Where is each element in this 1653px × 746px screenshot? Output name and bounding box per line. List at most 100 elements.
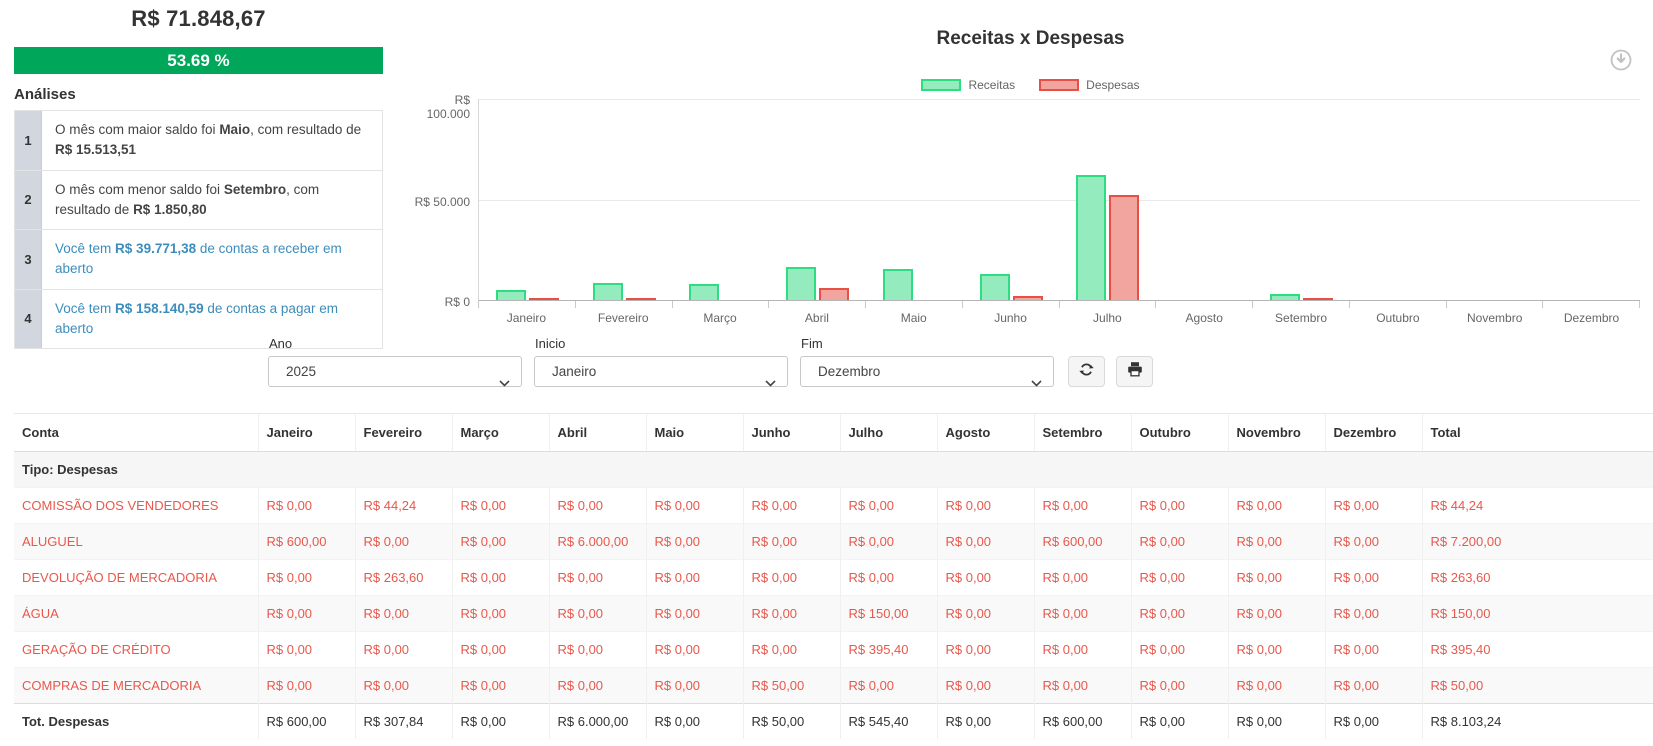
column-header: Maio [646,414,743,452]
x-axis-tick [1350,301,1447,308]
cell-value: R$ 0,00 [1325,704,1422,740]
analysis-item-link[interactable]: Você tem R$ 39.771,38 de contas a recebe… [42,230,382,289]
y-axis-label: R$ 100.000 [408,93,470,121]
account-name: DEVOLUÇÃO DE MERCADORIA [14,560,258,596]
cell-value: R$ 0,00 [840,560,937,596]
cell-value: R$ 263,60 [1422,560,1653,596]
cell-value: R$ 545,40 [840,704,937,740]
analysis-item: 1O mês com maior saldo foi Maio, com res… [14,110,383,171]
chart-month-slot [576,99,673,300]
start-month-select[interactable]: Janeiro [534,356,788,387]
table-row: DEVOLUÇÃO DE MERCADORIAR$ 0,00R$ 263,60R… [14,560,1653,596]
cell-value: R$ 600,00 [1034,704,1131,740]
download-circle-icon[interactable] [1609,48,1633,72]
bar-despesas [1109,195,1139,300]
analysis-item-number: 4 [15,290,42,349]
cell-value: R$ 0,00 [1228,488,1325,524]
cell-value: R$ 6.000,00 [549,704,646,740]
cell-value: R$ 307,84 [355,704,452,740]
cell-value: R$ 0,00 [355,596,452,632]
cell-value: R$ 395,40 [1422,632,1653,668]
x-axis-tick [478,301,576,308]
legend-item-receitas[interactable]: Receitas [921,78,1015,92]
analysis-item-number: 2 [15,171,42,230]
cell-value: R$ 0,00 [1325,560,1422,596]
cell-value: R$ 0,00 [549,488,646,524]
legend-label: Receitas [968,78,1015,92]
cell-value: R$ 44,24 [1422,488,1653,524]
chart-month-slot [1543,99,1640,300]
cell-value: R$ 0,00 [743,524,840,560]
chart-month-slot [673,99,770,300]
cell-value: R$ 0,00 [937,596,1034,632]
cell-value: R$ 0,00 [1228,596,1325,632]
analysis-item-number: 1 [15,111,42,170]
chart-panel: Receitas x Despesas ReceitasDespesas R$ … [408,0,1653,340]
y-axis-label: R$ 0 [408,295,470,309]
cell-value: R$ 44,24 [355,488,452,524]
cell-value: R$ 0,00 [258,488,355,524]
print-button[interactable] [1116,356,1153,387]
percent-value: 53.69 % [167,51,229,70]
column-header: Janeiro [258,414,355,452]
cell-value: R$ 0,00 [452,560,549,596]
cell-value: R$ 0,00 [452,596,549,632]
chevron-down-icon [499,368,510,397]
cell-value: R$ 0,00 [937,524,1034,560]
cell-value: R$ 0,00 [1325,596,1422,632]
cell-value: R$ 0,00 [743,632,840,668]
chart-month-slot [1156,99,1253,300]
year-select[interactable]: 2025 [268,356,522,387]
x-axis-tick [1060,301,1157,308]
legend-item-despesas[interactable]: Despesas [1039,78,1139,92]
table-body: Tipo: DespesasCOMISSÃO DOS VENDEDORESR$ … [14,452,1653,740]
chevron-down-icon [765,368,776,397]
x-axis-tick [769,301,866,308]
cell-value: R$ 0,00 [937,668,1034,704]
cell-value: R$ 150,00 [1422,596,1653,632]
table-row: COMPRAS DE MERCADORIAR$ 0,00R$ 0,00R$ 0,… [14,668,1653,704]
cell-value: R$ 0,00 [646,704,743,740]
table-row: COMISSÃO DOS VENDEDORESR$ 0,00R$ 44,24R$… [14,488,1653,524]
bar-receitas [689,284,719,300]
bar-receitas [980,274,1010,300]
cell-value: R$ 0,00 [549,596,646,632]
cell-value: R$ 50,00 [1422,668,1653,704]
cell-value: R$ 0,00 [1228,524,1325,560]
x-axis-label: Maio [865,311,962,325]
chart-month-slot [1253,99,1350,300]
cell-value: R$ 50,00 [743,668,840,704]
cell-value: R$ 150,00 [840,596,937,632]
account-name: COMISSÃO DOS VENDEDORES [14,488,258,524]
cell-value: R$ 0,00 [258,596,355,632]
cell-value: R$ 0,00 [1228,704,1325,740]
x-axis-label: Dezembro [1543,311,1640,325]
bar-receitas [883,269,913,300]
x-axis-tick [963,301,1060,308]
column-header: Julho [840,414,937,452]
table-row: ALUGUELR$ 600,00R$ 0,00R$ 0,00R$ 6.000,0… [14,524,1653,560]
printer-icon [1127,361,1143,382]
cell-value: R$ 50,00 [743,704,840,740]
cell-value: R$ 0,00 [840,524,937,560]
column-header: Total [1422,414,1653,452]
cell-value: R$ 0,00 [743,596,840,632]
cell-value: R$ 7.200,00 [1422,524,1653,560]
cell-value: R$ 0,00 [1131,704,1228,740]
cell-value: R$ 0,00 [646,488,743,524]
column-header: Março [452,414,549,452]
cell-value: R$ 0,00 [743,488,840,524]
summary-panel: R$ 71.848,67 53.69 % Análises 1O mês com… [14,6,383,349]
refresh-button[interactable] [1068,356,1105,387]
percent-bar: 53.69 % [14,47,383,74]
x-axis-tick [866,301,963,308]
start-month-label: Inicio [535,336,788,351]
cell-value: R$ 6.000,00 [549,524,646,560]
legend-swatch [1039,79,1079,91]
chart-area: R$ 100.000 R$ 50.000 R$ 0 JaneiroFeverei… [408,99,1640,325]
end-month-select[interactable]: Dezembro [800,356,1054,387]
chart-month-slot [769,99,866,300]
x-axis-tick [1447,301,1544,308]
cell-value: R$ 0,00 [1325,524,1422,560]
column-header: Fevereiro [355,414,452,452]
